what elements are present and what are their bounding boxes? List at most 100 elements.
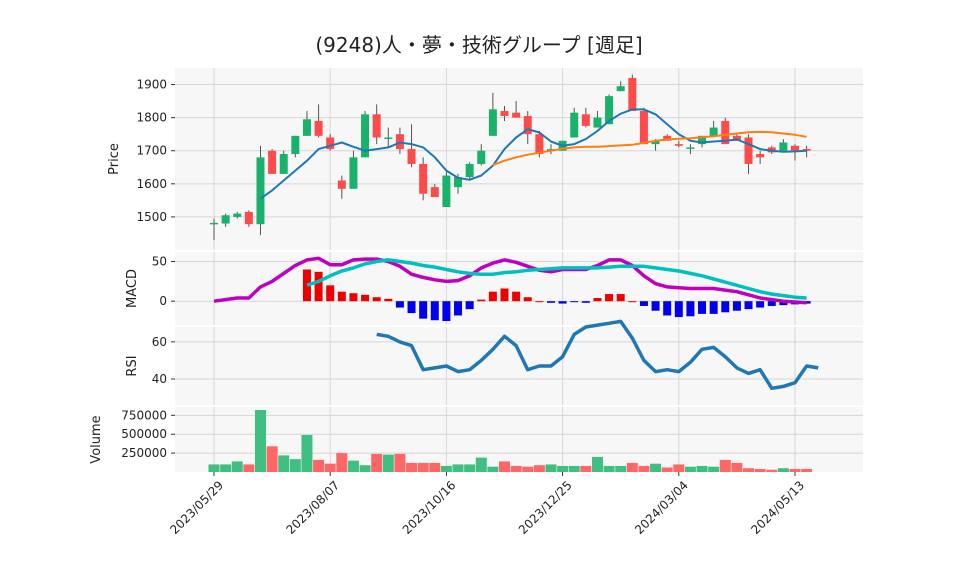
price-axis-label: Price — [107, 143, 122, 175]
volume-bar — [591, 456, 603, 472]
volume-bar — [766, 469, 778, 472]
macd-histogram-bar — [639, 301, 648, 306]
x-tick-label: 2023/12/25 — [516, 478, 575, 537]
candle-body — [581, 114, 590, 126]
volume-bar — [777, 468, 789, 472]
volume-bar — [487, 466, 499, 472]
candle-body — [302, 119, 311, 136]
candle-body — [384, 137, 393, 139]
volume-bar — [301, 434, 313, 472]
volume-bar — [754, 468, 766, 472]
candle-body — [721, 120, 730, 145]
candle-body — [605, 96, 614, 125]
volume-bar — [603, 465, 615, 472]
volume-bar — [557, 465, 569, 472]
candle-body — [628, 77, 637, 112]
macd-signal-line — [306, 258, 807, 300]
volume-bar — [243, 464, 255, 472]
candle-body — [210, 222, 218, 225]
volume-axis-label: Volume — [89, 415, 104, 463]
rsi-panel-bg — [175, 327, 863, 405]
candle-body — [419, 163, 428, 194]
volume-bar — [499, 461, 510, 472]
price-tick-label: 1500 — [136, 210, 167, 224]
volume-bar — [801, 468, 813, 472]
rsi-tick-label: 60 — [152, 335, 167, 349]
volume-bar — [266, 446, 278, 472]
volume-bar — [568, 465, 580, 472]
candle-body — [732, 135, 741, 141]
macd-histogram-bar — [430, 301, 439, 321]
volume-bar — [661, 467, 673, 472]
candle-body — [512, 112, 521, 118]
candle-body — [477, 150, 486, 164]
volume-bar — [231, 461, 243, 472]
macd-line — [213, 256, 807, 305]
macd-histogram-bar — [314, 271, 323, 302]
price-tick-label: 1900 — [136, 78, 167, 92]
volume-bar — [464, 464, 476, 472]
candle-body — [593, 117, 602, 128]
volume-bar — [615, 465, 627, 472]
macd-histogram-bar — [395, 301, 404, 308]
macd-histogram-bar — [454, 301, 463, 316]
macd-histogram-bar — [744, 301, 753, 310]
macd-histogram-bar — [372, 297, 381, 302]
x-tick-label: 2023/08/07 — [284, 478, 343, 537]
volume-bar — [684, 466, 696, 472]
macd-histogram-bar — [442, 301, 451, 322]
macd-histogram-bar — [407, 301, 416, 314]
macd-histogram-bar — [488, 291, 497, 302]
candle-body — [686, 147, 695, 149]
macd-histogram-bar — [546, 301, 555, 303]
macd-histogram-bar — [663, 301, 672, 316]
volume-bar — [638, 465, 650, 472]
volume-bar — [208, 464, 220, 472]
volume-bar — [382, 454, 394, 472]
rsi-tick-label: 40 — [152, 372, 167, 386]
x-tick-label: 2023/10/16 — [400, 478, 459, 537]
candle-body — [639, 111, 648, 145]
candle-body — [791, 145, 799, 151]
candle-body — [454, 177, 463, 188]
volume-bar — [719, 459, 731, 472]
volume-bar — [522, 466, 534, 472]
macd-histogram-bar — [721, 301, 730, 313]
macd-histogram-bar — [535, 301, 544, 303]
volume-bar — [545, 464, 557, 472]
macd-histogram-bar — [419, 301, 428, 319]
candle-body — [488, 109, 497, 136]
volume-panel-bg — [175, 407, 863, 472]
macd-histogram-bar — [477, 299, 486, 302]
candle-body — [256, 157, 265, 225]
candle-body — [756, 154, 765, 158]
x-tick-label: 2024/03/04 — [632, 478, 691, 537]
candle-body — [651, 140, 660, 145]
candle-body — [372, 114, 381, 138]
volume-bar — [347, 460, 359, 472]
candle-body — [314, 120, 323, 136]
candle-body — [535, 134, 544, 155]
candle-body — [337, 180, 346, 189]
sma-short-line — [259, 108, 807, 200]
candle-body — [349, 157, 358, 189]
volume-bar — [533, 465, 545, 472]
macd-histogram-bar — [465, 301, 474, 310]
volume-bar — [417, 462, 429, 472]
candle-body — [233, 213, 242, 217]
rsi-line — [376, 319, 819, 391]
candle-body — [744, 137, 753, 164]
candle-body — [291, 135, 300, 155]
macd-histogram-bar — [616, 294, 625, 302]
volume-bar — [708, 466, 720, 472]
price-tick-label: 1800 — [136, 111, 167, 125]
candle-body — [674, 144, 683, 146]
volume-bar — [696, 465, 708, 472]
candle-body — [570, 112, 579, 138]
volume-bar — [452, 464, 464, 472]
macd-histogram-bar — [500, 288, 509, 302]
x-tick-label: 2023/05/29 — [167, 478, 226, 537]
volume-bar — [336, 453, 348, 472]
volume-bar — [254, 410, 266, 472]
